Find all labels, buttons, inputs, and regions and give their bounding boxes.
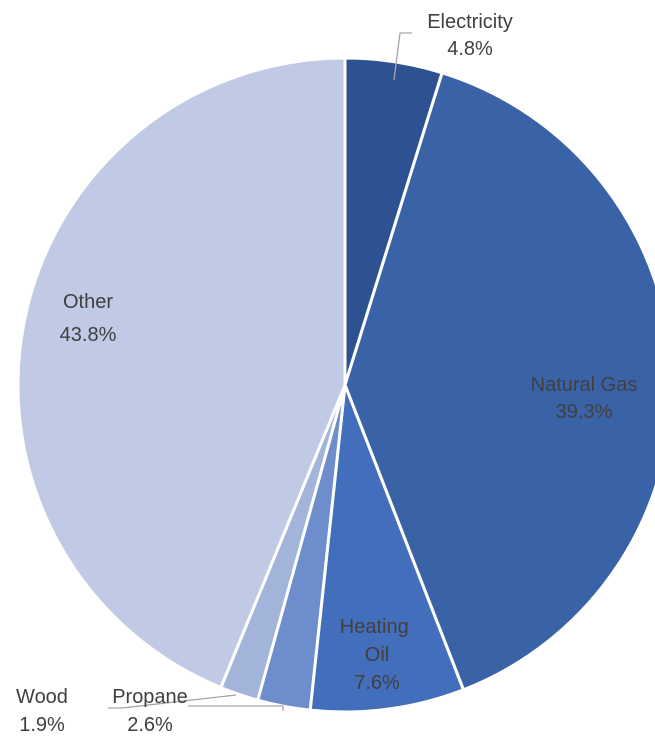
slice-label-other-value: 43.8% [60,324,117,346]
pie-slices [16,56,655,714]
slice-label-other-name: Other [63,291,113,313]
slice-label-electricity-name: Electricity [427,11,513,33]
leader-line-wood [108,694,237,709]
pie-slice-natural-gas [343,71,655,692]
slice-label-wood-value: 1.9% [19,714,65,736]
slice-label-propane-value: 2.6% [127,714,173,736]
slice-label-wood-name: Wood [16,686,68,708]
slice-label-propane-name: Propane [112,686,188,708]
leader-line-electricity [393,32,412,81]
slice-label-natural-gas-value: 39.3% [556,401,613,423]
slice-label-heating-oil-value: 7.6% [354,672,400,694]
leader-line-propane [188,705,284,711]
slice-label-electricity-value: 4.8% [447,38,493,60]
pie-slice-other [16,56,347,689]
slice-label-heating-oil-name: Heating Oil [340,616,415,666]
pie-slice-heating-oil [308,383,465,714]
leader-lines [108,32,412,711]
slice-label-natural-gas-name: Natural Gas [531,374,638,396]
